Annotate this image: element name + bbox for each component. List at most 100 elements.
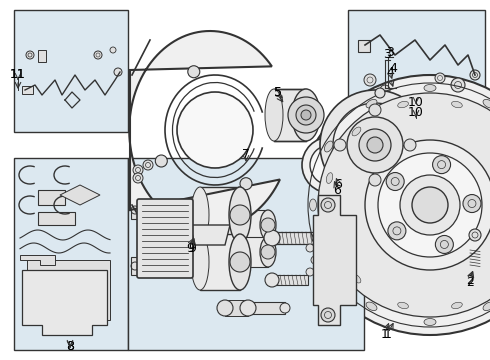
Circle shape [369, 104, 381, 116]
Circle shape [310, 145, 350, 185]
Text: 3: 3 [383, 49, 391, 62]
Bar [225, 300, 248, 316]
Circle shape [133, 173, 143, 183]
Text: 8: 8 [66, 339, 74, 352]
Bar [240, 210, 268, 240]
Ellipse shape [483, 302, 490, 311]
Ellipse shape [424, 319, 436, 325]
Circle shape [435, 73, 445, 83]
Circle shape [311, 256, 319, 264]
Ellipse shape [191, 234, 209, 290]
Circle shape [435, 235, 453, 253]
Bar [38, 50, 46, 62]
Circle shape [451, 78, 465, 92]
Circle shape [463, 194, 481, 212]
Circle shape [375, 88, 385, 98]
Circle shape [400, 175, 460, 235]
Circle shape [296, 105, 316, 125]
Circle shape [265, 273, 279, 287]
Circle shape [470, 70, 480, 80]
Ellipse shape [452, 101, 462, 108]
Ellipse shape [265, 89, 283, 141]
Circle shape [364, 74, 376, 86]
Ellipse shape [326, 226, 333, 237]
Ellipse shape [398, 302, 409, 309]
FancyBboxPatch shape [137, 199, 193, 278]
Circle shape [114, 68, 122, 76]
Text: 6: 6 [333, 184, 341, 197]
Ellipse shape [424, 85, 436, 91]
Circle shape [347, 117, 403, 173]
Bar [248, 302, 285, 314]
Ellipse shape [229, 234, 251, 290]
Bar [200, 234, 240, 290]
Ellipse shape [326, 173, 333, 184]
Circle shape [264, 230, 280, 246]
Text: 9: 9 [188, 242, 196, 255]
Circle shape [288, 97, 324, 133]
Ellipse shape [352, 274, 361, 283]
Circle shape [280, 303, 290, 313]
Circle shape [143, 160, 153, 170]
Text: 8: 8 [66, 339, 74, 352]
Polygon shape [60, 185, 100, 205]
Bar [240, 237, 268, 267]
Circle shape [321, 198, 335, 212]
Circle shape [306, 268, 314, 276]
Polygon shape [129, 31, 280, 229]
Polygon shape [190, 225, 230, 245]
Text: 6: 6 [334, 179, 342, 192]
Text: 11: 11 [10, 68, 26, 81]
Polygon shape [22, 270, 107, 335]
Circle shape [94, 51, 102, 59]
Text: 5: 5 [274, 85, 282, 99]
Circle shape [261, 245, 275, 259]
Ellipse shape [324, 141, 333, 152]
Text: 3: 3 [386, 45, 394, 58]
Text: 7: 7 [242, 148, 250, 162]
Circle shape [177, 92, 253, 168]
Ellipse shape [310, 199, 317, 211]
Bar [22, 86, 33, 94]
Text: 2: 2 [466, 275, 474, 288]
Circle shape [155, 155, 167, 167]
Circle shape [110, 47, 116, 53]
Circle shape [318, 93, 490, 317]
Circle shape [412, 187, 448, 223]
Ellipse shape [483, 99, 490, 108]
Bar [38, 212, 75, 225]
Circle shape [365, 140, 490, 270]
Bar [272, 275, 308, 285]
Circle shape [300, 75, 490, 335]
Bar [272, 232, 318, 244]
Text: 1: 1 [381, 328, 389, 342]
Text: 11: 11 [10, 68, 26, 81]
Polygon shape [20, 255, 55, 265]
Circle shape [312, 232, 324, 244]
Bar [468, 238, 483, 250]
Bar [14, 158, 128, 350]
Text: 2: 2 [466, 274, 474, 287]
Circle shape [380, 85, 390, 95]
Ellipse shape [398, 101, 409, 108]
Ellipse shape [292, 89, 320, 141]
Ellipse shape [260, 210, 276, 240]
Text: 1: 1 [384, 328, 392, 342]
Text: 4: 4 [386, 66, 394, 78]
Circle shape [333, 103, 417, 187]
Bar [358, 40, 370, 52]
Circle shape [26, 51, 34, 59]
Bar [200, 187, 240, 243]
Circle shape [369, 174, 381, 186]
Ellipse shape [452, 302, 462, 309]
Bar [32, 280, 102, 320]
Bar [327, 136, 333, 145]
Circle shape [302, 137, 358, 193]
Circle shape [359, 129, 391, 161]
Ellipse shape [191, 187, 209, 243]
Bar [131, 201, 139, 219]
Bar [38, 190, 65, 205]
Circle shape [301, 110, 311, 120]
Polygon shape [27, 260, 110, 325]
Text: 10: 10 [408, 105, 424, 118]
